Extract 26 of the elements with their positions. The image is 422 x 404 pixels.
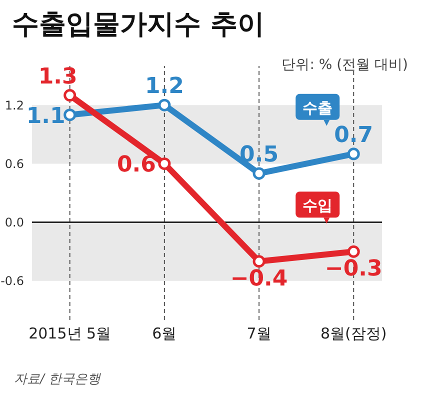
point xyxy=(158,98,171,112)
y-tick-label: 0.6 xyxy=(4,156,24,171)
data-label: 0.5 xyxy=(240,142,279,168)
text: 자료/ 한국은행 xyxy=(14,371,101,388)
data-label: 0.6 xyxy=(116,152,156,178)
data-label: 1.1 xyxy=(26,104,66,129)
x-tick-label: 6월 xyxy=(152,324,177,343)
data-label: 1.2 xyxy=(144,74,184,100)
y-tick-label: -0.6 xyxy=(0,274,24,288)
data-label: −0.4 xyxy=(230,266,288,292)
point xyxy=(252,255,266,268)
y-tick-label: 0.0 xyxy=(4,216,24,230)
point xyxy=(64,89,76,102)
chart-title: 수출입물가지수 추이 xyxy=(12,8,264,42)
point xyxy=(347,245,360,258)
y-tick-label: 1.2 xyxy=(4,98,24,112)
point xyxy=(158,157,171,170)
x-tick-label: 7월 xyxy=(246,324,272,343)
data-label: −0.3 xyxy=(324,256,382,282)
x-tick-label: 2015년 5월 xyxy=(28,324,112,343)
chart-subtitle: 단위: % (전월 대비) xyxy=(282,56,408,74)
point xyxy=(347,148,360,160)
point xyxy=(64,108,76,122)
data-label: 1.3 xyxy=(38,64,78,90)
x-tick-label: 8월(잠정) xyxy=(320,324,387,343)
point xyxy=(252,167,266,180)
